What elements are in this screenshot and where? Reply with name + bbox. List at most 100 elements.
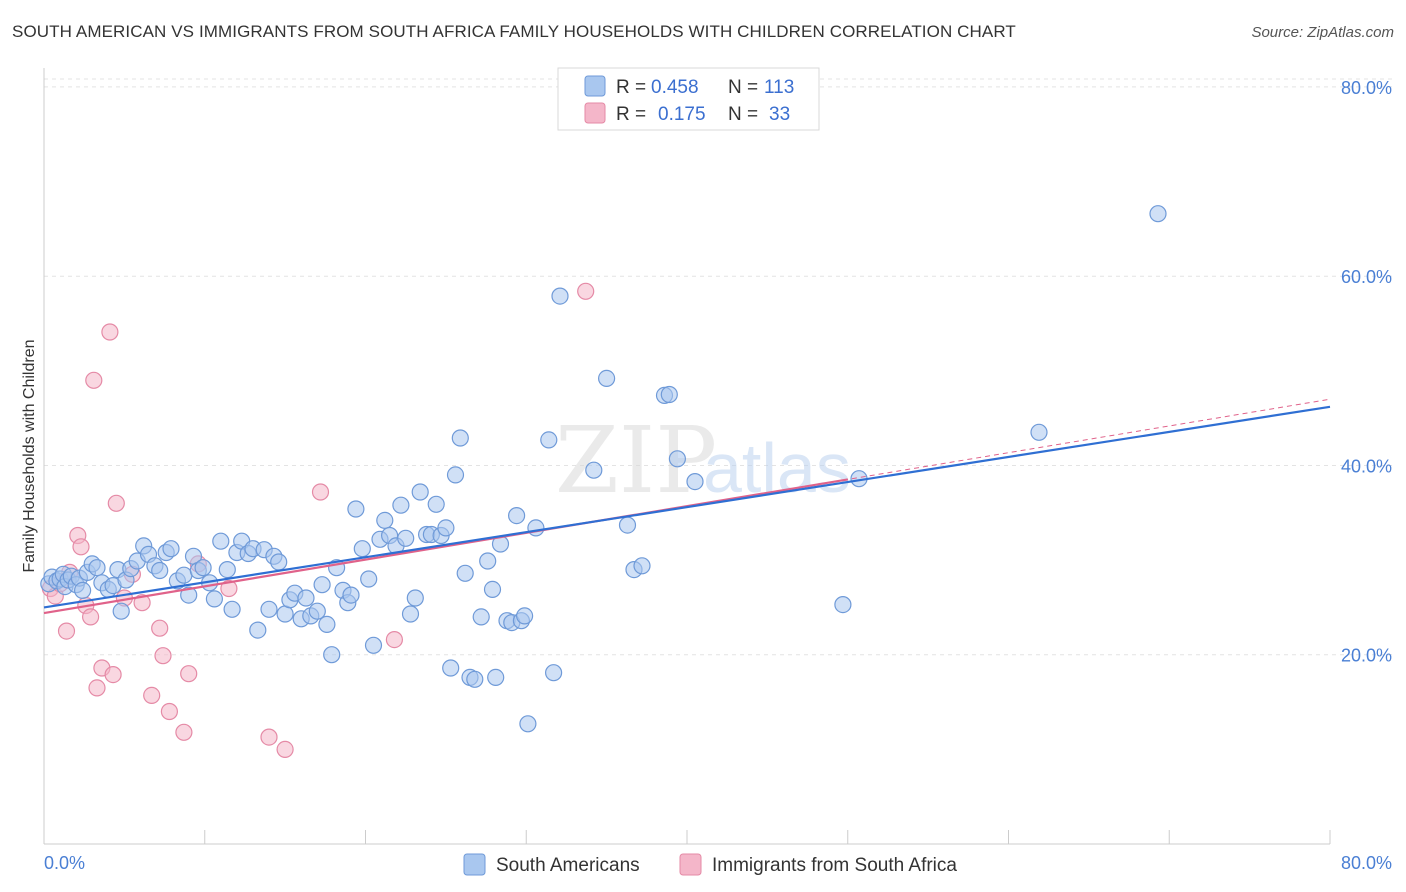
south-africa-point-18 (143, 686, 161, 705)
chart-title: SOUTH AMERICAN VS IMMIGRANTS FROM SOUTH … (12, 22, 1016, 41)
south-americans-point-105 (633, 557, 651, 575)
south-americans-point-74 (411, 483, 429, 501)
south-africa-point-26 (260, 728, 278, 746)
y-tick-labels: 20.0% 40.0% 60.0% 80.0% (1341, 78, 1392, 666)
south-americans-point-112 (1030, 423, 1048, 441)
series-south-americans-points (40, 205, 1167, 733)
y-tick-label-40: 40.0% (1341, 456, 1392, 476)
south-africa-point-28 (311, 483, 330, 501)
gridlines (44, 78, 1392, 656)
south-africa-point-25 (220, 579, 238, 598)
south-americans-point-35 (205, 590, 223, 608)
south-americans-point-72 (401, 605, 420, 623)
south-africa-point-12 (101, 323, 119, 341)
watermark-atlas: atlas (703, 429, 851, 507)
south-americans-point-45 (260, 600, 278, 618)
bottom-legend-label-south-americans: South Americans (496, 855, 640, 876)
south-americans-point-86 (472, 608, 490, 626)
south-americans-point-48 (276, 605, 294, 623)
south-americans-point-80 (442, 659, 460, 677)
south-americans-point-18 (112, 602, 130, 620)
watermark-zip: ZIP (555, 407, 717, 514)
south-americans-point-55 (313, 576, 331, 594)
south-americans-point-82 (451, 429, 469, 447)
south-americans-point-13 (88, 559, 106, 577)
south-americans-point-62 (347, 500, 365, 518)
series-south-africa-points (41, 282, 595, 759)
south-americans-point-83 (456, 564, 474, 582)
x-tick-label-max: 80.0% (1341, 853, 1392, 873)
legend-swatch-blue (584, 75, 606, 97)
south-americans-point-97 (527, 519, 545, 537)
south-americans-point-98 (540, 431, 558, 449)
legend-r-value-2: 0.175 (658, 104, 706, 125)
top-legend: R = 0.458 N = 113 R = 0.175 N = 33 (557, 67, 820, 131)
y-axis-title: Family Households with Children (21, 340, 38, 573)
south-africa-point-17 (133, 594, 151, 612)
south-americans-point-113 (1149, 205, 1167, 223)
bottom-legend-label-south-africa: Immigrants from South Africa (712, 855, 957, 876)
y-tick-label-80: 80.0% (1341, 78, 1392, 98)
south-americans-point-61 (342, 586, 360, 604)
south-americans-point-27 (162, 540, 180, 558)
south-americans-point-99 (544, 664, 563, 682)
south-americans-point-101 (585, 461, 603, 479)
south-americans-point-109 (686, 473, 704, 491)
south-americans-point-37 (218, 560, 236, 579)
south-americans-point-54 (308, 602, 326, 620)
legend-r-value-1: 0.458 (651, 77, 699, 98)
south-americans-point-108 (668, 450, 687, 468)
south-americans-point-36 (212, 532, 230, 550)
south-americans-point-52 (297, 589, 315, 607)
trend-lines (43, 398, 1331, 615)
south-americans-point-81 (446, 466, 465, 484)
south-americans-point-70 (392, 496, 410, 514)
south-americans-point-30 (180, 586, 198, 604)
south-africa-point-14 (107, 494, 125, 512)
trend-line-south-americans (43, 405, 1331, 609)
south-americans-point-107 (660, 385, 678, 404)
south-africa-point-9 (85, 371, 103, 389)
x-ticks (43, 830, 1331, 844)
south-americans-point-95 (515, 607, 534, 625)
legend-n-value-2: 33 (769, 104, 790, 125)
south-africa-point-3 (57, 622, 76, 640)
south-americans-point-73 (406, 589, 424, 607)
south-americans-point-10 (73, 581, 92, 600)
trend-line-south-africa (43, 478, 848, 615)
legend-r-label-1: R = (616, 77, 646, 98)
legend-r-label-2: R = (616, 104, 646, 125)
south-americans-point-110 (834, 595, 852, 614)
watermark: ZIP atlas (555, 407, 851, 514)
south-americans-point-67 (376, 511, 394, 530)
south-africa-point-19 (151, 619, 169, 637)
south-americans-point-29 (175, 566, 193, 584)
legend-swatch-pink (584, 102, 606, 124)
south-africa-point-30 (577, 282, 595, 300)
south-americans-point-43 (249, 621, 267, 639)
south-americans-point-63 (353, 540, 371, 558)
south-americans-point-56 (318, 615, 336, 634)
south-americans-point-88 (483, 580, 502, 599)
legend-n-value-1: 113 (764, 77, 794, 98)
south-americans-point-38 (223, 600, 241, 618)
legend-n-label-1: N = (728, 77, 758, 98)
bottom-legend-swatch-pink (679, 853, 702, 876)
bottom-legend-swatch-blue (463, 853, 486, 876)
south-africa-point-10 (88, 679, 106, 697)
south-americans-point-87 (479, 552, 497, 570)
legend-n-label-2: N = (728, 104, 758, 125)
y-tick-label-20: 20.0% (1341, 646, 1392, 666)
south-americans-point-103 (618, 516, 637, 534)
bottom-legend: South Americans Immigrants from South Af… (463, 853, 957, 876)
south-africa-point-22 (175, 723, 193, 741)
x-tick-label-min: 0.0% (44, 853, 85, 873)
south-americans-point-93 (507, 506, 526, 525)
south-americans-point-47 (270, 553, 288, 571)
south-americans-point-25 (151, 561, 169, 580)
south-americans-point-77 (427, 495, 445, 513)
south-americans-point-57 (323, 646, 341, 664)
south-americans-point-33 (194, 559, 212, 577)
south-africa-point-29 (385, 630, 403, 649)
